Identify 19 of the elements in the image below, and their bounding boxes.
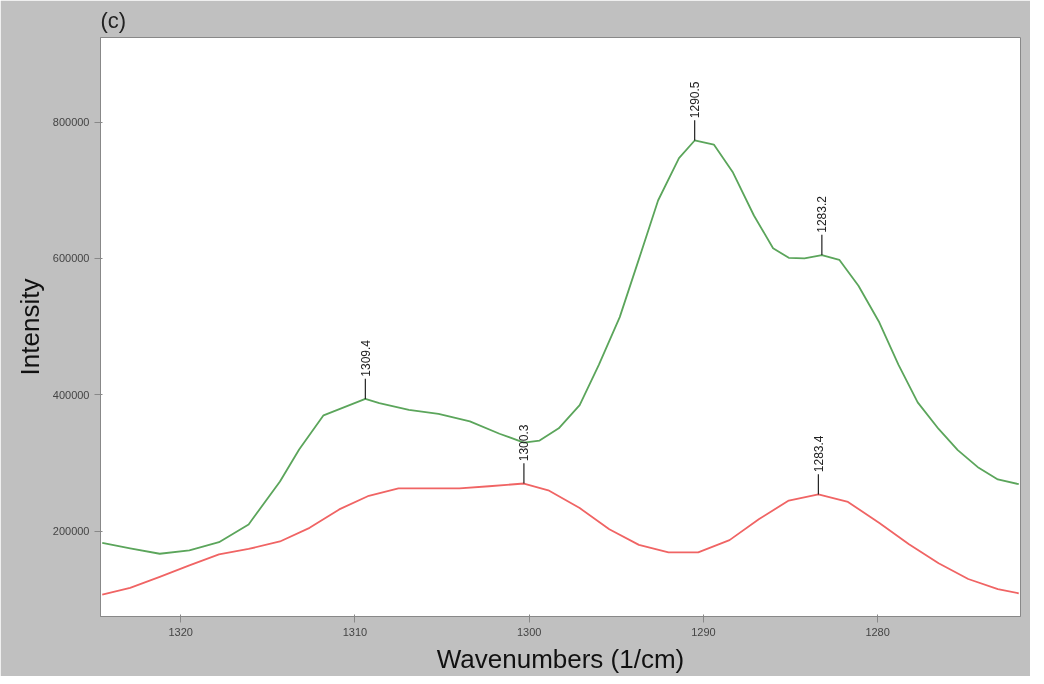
x-axis-title: Wavenumbers (1/cm) bbox=[436, 643, 685, 674]
annotation: 1290.5 bbox=[688, 81, 703, 119]
y-tick-label: 600000 bbox=[52, 252, 90, 265]
x-tick-label: 1300 bbox=[516, 625, 542, 638]
line-series bbox=[101, 139, 1020, 555]
x-tick-label: 1280 bbox=[865, 625, 890, 638]
x-tick-label: 1310 bbox=[342, 625, 368, 638]
annotation: 1309.4 bbox=[358, 339, 373, 377]
annotation: 1300.3 bbox=[517, 424, 532, 462]
y-tick-label: 200000 bbox=[52, 525, 90, 538]
x-tick-label: 1290 bbox=[691, 625, 716, 638]
chart-title: (c) bbox=[100, 7, 127, 33]
x-tick-label: 1320 bbox=[168, 625, 193, 638]
annotation: 1283.2 bbox=[815, 195, 830, 233]
line-series bbox=[101, 482, 1020, 596]
annotation: 1283.4 bbox=[811, 435, 826, 473]
y-tick-label: 400000 bbox=[52, 388, 90, 401]
y-tick-label: 800000 bbox=[52, 116, 90, 129]
y-axis-title: Intensity bbox=[14, 278, 45, 376]
